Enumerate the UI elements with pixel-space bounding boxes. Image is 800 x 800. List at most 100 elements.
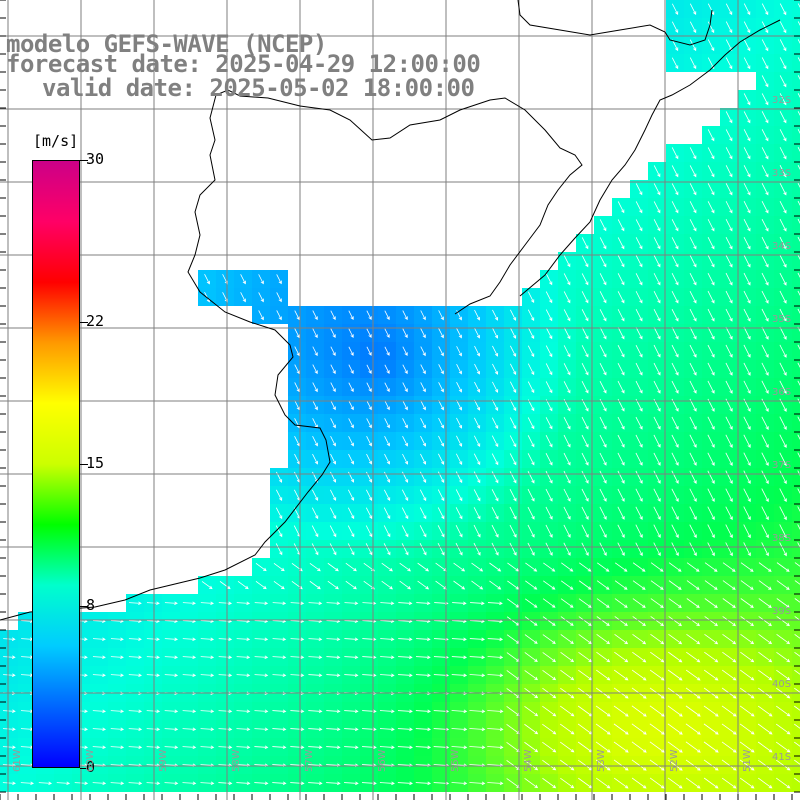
wind-arrow [599,470,607,484]
wind-arrow [704,616,719,627]
wind-arrow [653,434,661,448]
wind-arrow [384,346,390,356]
wind-arrow [779,272,787,286]
wind-arrow [721,759,737,771]
wind-arrow [721,777,737,789]
wind-arrow [164,727,179,732]
wind-arrow [366,346,372,356]
wind-arrow [599,488,607,502]
wind-arrow [563,542,571,556]
wind-arrow [362,745,377,750]
wind-arrow [722,580,736,590]
wind-arrow [470,601,485,606]
wind-arrow [491,471,499,484]
wind-arrow [524,705,539,717]
wind-arrow [545,363,553,376]
wind-arrow [563,363,571,376]
wind-arrow [524,670,539,681]
wind-arrow [596,580,610,590]
wind-arrow [509,471,517,484]
wind-arrow [290,655,305,660]
wind-arrow [671,255,679,268]
wind-arrow [743,362,751,376]
wind-arrow [402,453,409,465]
wind-arrow [379,781,395,786]
wind-arrow [794,651,800,657]
wind-cell [792,90,800,108]
wind-arrow [613,741,629,753]
wind-arrow [308,781,323,786]
wind-arrow [491,417,499,430]
wind-arrow [671,434,679,448]
wind-arrow [613,759,629,771]
wind-arrow [779,506,787,521]
wind-arrow [689,39,697,52]
wind-arrow [707,201,715,214]
wind-arrow [761,3,769,16]
wind-arrow [438,453,445,465]
wind-arrow [560,777,575,789]
wind-arrow [613,777,629,789]
wind-arrow [617,542,625,557]
wind-arrow [527,345,535,358]
wind-arrow [345,562,357,572]
wind-arrow [218,637,233,642]
wind-cell [792,360,800,378]
wind-arrow [329,525,337,538]
wind-arrow [686,651,701,663]
wind-arrow [510,309,517,321]
wind-arrow [545,435,553,448]
wind-arrow [272,781,287,786]
wind-arrow [689,452,697,466]
wind-arrow [402,382,408,393]
wind-arrow [383,489,391,501]
wind-arrow [527,291,535,304]
wind-arrow [761,218,769,232]
wind-arrow [509,435,517,448]
wind-arrow [740,669,755,681]
wind-arrow [686,562,700,572]
wind-arrow [725,111,733,124]
wind-arrow [704,580,718,590]
wind-arrow [380,655,395,660]
wind-arrow [312,489,319,501]
wind-arrow [397,781,413,786]
wind-arrow [542,634,556,644]
wind-arrow [617,255,625,268]
wind-cell [792,648,800,666]
wind-arrow [689,21,697,34]
wind-arrow [617,345,625,358]
wind-arrow [653,165,661,178]
wind-arrow [599,506,607,520]
wind-arrow [581,327,589,340]
wind-arrow [563,255,571,268]
wind-arrow [469,727,486,732]
wind-arrow [797,344,800,350]
wind-arrow [617,380,625,394]
wind-arrow [635,488,643,502]
wind-arrow [797,129,800,134]
wind-arrow [312,400,318,411]
wind-arrow [761,93,769,106]
wind-arrow [743,3,751,16]
wind-arrow [311,525,319,538]
wind-arrow [617,291,625,304]
wind-arrow [725,326,733,340]
wind-arrow [725,506,733,521]
wind-arrow [563,309,571,322]
wind-arrow [581,470,589,484]
wind-arrow [650,651,665,663]
wind-arrow [671,21,679,34]
wind-arrow [671,488,679,502]
wind-arrow [236,655,251,660]
wind-arrow [743,524,751,539]
wind-arrow [740,651,755,663]
wind-arrow [761,165,769,178]
wind-arrow [707,255,715,268]
wind-arrow [725,201,733,214]
wind-arrow [685,669,701,681]
wind-arrow [707,362,715,376]
wind-arrow [308,655,323,660]
wind-arrow [761,111,769,124]
wind-arrow [743,219,751,232]
